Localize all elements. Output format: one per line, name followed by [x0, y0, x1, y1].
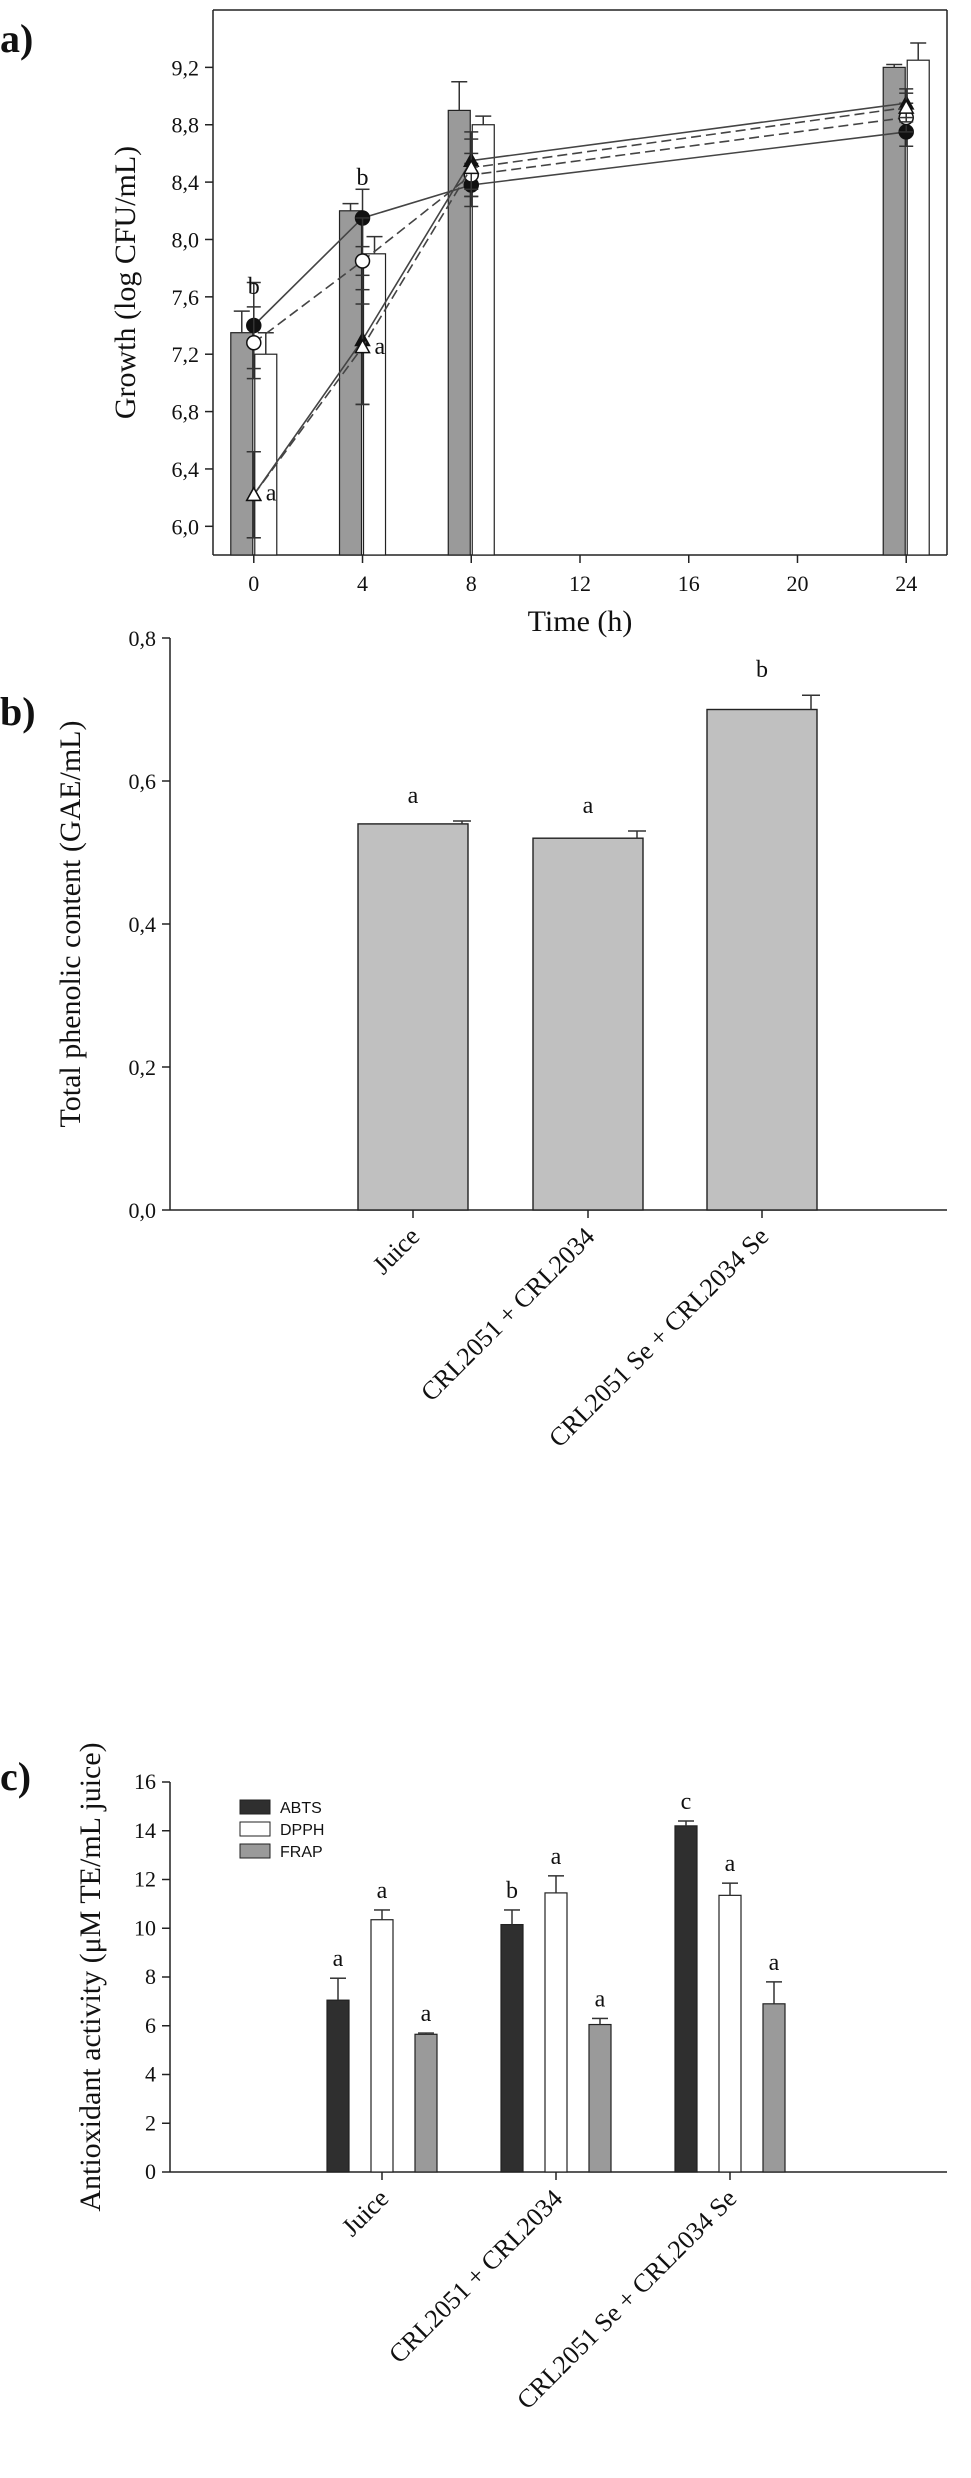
- significance-label: a: [769, 1950, 780, 1976]
- legend-swatch: [239, 1799, 271, 1815]
- x-tick-label: 8: [466, 571, 477, 596]
- series-line: [253, 102, 907, 496]
- legend-label: ABTS: [280, 1800, 322, 1817]
- legend-swatch: [239, 1843, 271, 1859]
- significance-label: c: [681, 1789, 692, 1815]
- legend-label: DPPH: [280, 1822, 324, 1839]
- significance-label: b: [248, 274, 260, 300]
- y-tick-label: 8,4: [172, 170, 200, 195]
- y-tick-label: 10: [134, 1915, 156, 1940]
- bar: [718, 1894, 742, 2173]
- x-tick-label: 4: [357, 571, 368, 596]
- category-label: Juice: [367, 1222, 425, 1280]
- significance-label: a: [421, 2001, 432, 2027]
- bar: [370, 1919, 394, 2173]
- significance-label: a: [408, 783, 419, 809]
- point-marker: [246, 334, 262, 351]
- significance-label: a: [595, 1986, 606, 2012]
- x-axis-title: Time (h): [528, 605, 633, 638]
- panel-a: a) 6,0 6,4 6,8 7,2 7,6 8,0 8,4 8,8 9,2 0 4 8 12 16 20 24…: [0, 9, 948, 638]
- bar: [532, 837, 644, 1211]
- bar: [882, 66, 906, 556]
- bar: [674, 1825, 698, 2173]
- bar: [544, 1892, 568, 2173]
- significance-label: a: [266, 481, 277, 507]
- y-tick-label: 8,0: [172, 227, 200, 252]
- bar: [706, 708, 818, 1211]
- x-tick-label: 12: [569, 571, 591, 596]
- bar: [357, 823, 469, 1211]
- y-tick-label: 0,2: [129, 1055, 157, 1080]
- legend-label: FRAP: [280, 1844, 323, 1861]
- point-marker: [897, 98, 915, 114]
- y-tick-label: 6,8: [172, 400, 200, 425]
- panel-label-c: c): [0, 1754, 31, 1799]
- panel-label-a: a): [0, 16, 33, 61]
- y-tick-label: 9,2: [172, 55, 200, 80]
- category-label: CRL2051 + CRL2034: [415, 1222, 600, 1407]
- significance-label: a: [725, 1851, 736, 1877]
- y-tick-label: 7,6: [172, 285, 200, 310]
- significance-label: b: [756, 657, 768, 683]
- panel-c: c) 0 2 4 6 8 10 12 14 16 Antioxidant activity (μM …: [0, 1742, 947, 2415]
- x-tick-label: 24: [895, 571, 917, 596]
- x-tick-label: 0: [248, 571, 259, 596]
- bar: [326, 1999, 350, 2173]
- y-tick-label: 0,6: [129, 769, 157, 794]
- bar: [414, 2033, 438, 2173]
- significance-label: a: [551, 1844, 562, 1870]
- significance-label: a: [333, 1946, 344, 1972]
- category-label: CRL2051 + CRL2034: [383, 2184, 568, 2369]
- y-tick-label: 7,2: [172, 342, 200, 367]
- significance-label: b: [506, 1878, 518, 1904]
- significance-label: a: [375, 334, 386, 360]
- significance-label: a: [377, 1878, 388, 1904]
- y-tick-label: 8,8: [172, 113, 200, 138]
- y-tick-label: 4: [145, 2062, 156, 2087]
- bar: [500, 1923, 524, 2173]
- panel-b: b) 0,0 0,2 0,4 0,6 0,8 Total phenolic content …: [0, 626, 947, 1453]
- y-tick-label: 12: [134, 1867, 156, 1892]
- y-axis-title: Growth (log CFU/mL): [109, 146, 142, 419]
- legend-swatch: [239, 1821, 271, 1837]
- y-tick-label: 6,0: [172, 514, 200, 539]
- point-marker: [462, 159, 480, 175]
- point-marker: [354, 253, 371, 269]
- point-marker: [245, 486, 263, 502]
- series-line: [253, 131, 907, 327]
- y-tick-label: 8: [145, 1964, 156, 1989]
- y-tick-label: 2: [145, 2110, 156, 2135]
- significance-label: b: [357, 165, 369, 191]
- y-tick-label: 14: [134, 1818, 156, 1843]
- category-label: Juice: [336, 2184, 394, 2242]
- bar: [230, 332, 254, 556]
- bar: [588, 2023, 612, 2173]
- y-tick-label: 0: [145, 2159, 156, 2184]
- panel-label-b: b): [0, 689, 36, 734]
- bar: [762, 2003, 786, 2173]
- y-axis-title: Antioxidant activity (μM TE/mL juice): [74, 1742, 107, 2211]
- significance-label: a: [583, 793, 594, 819]
- y-tick-label: 0,4: [129, 912, 157, 937]
- y-tick-label: 6,4: [172, 457, 200, 482]
- y-axis-title: Total phenolic content (GAE/mL): [54, 721, 87, 1128]
- x-tick-label: 16: [678, 571, 700, 596]
- point-marker: [354, 338, 371, 354]
- y-tick-label: 16: [134, 1769, 156, 1794]
- series-line: [253, 106, 907, 496]
- series-line: [253, 116, 907, 344]
- x-tick-label: 20: [786, 571, 808, 596]
- y-tick-label: 0,8: [129, 626, 157, 651]
- bar: [254, 353, 278, 556]
- y-tick-label: 0,0: [129, 1198, 157, 1223]
- y-tick-label: 6: [145, 2013, 156, 2038]
